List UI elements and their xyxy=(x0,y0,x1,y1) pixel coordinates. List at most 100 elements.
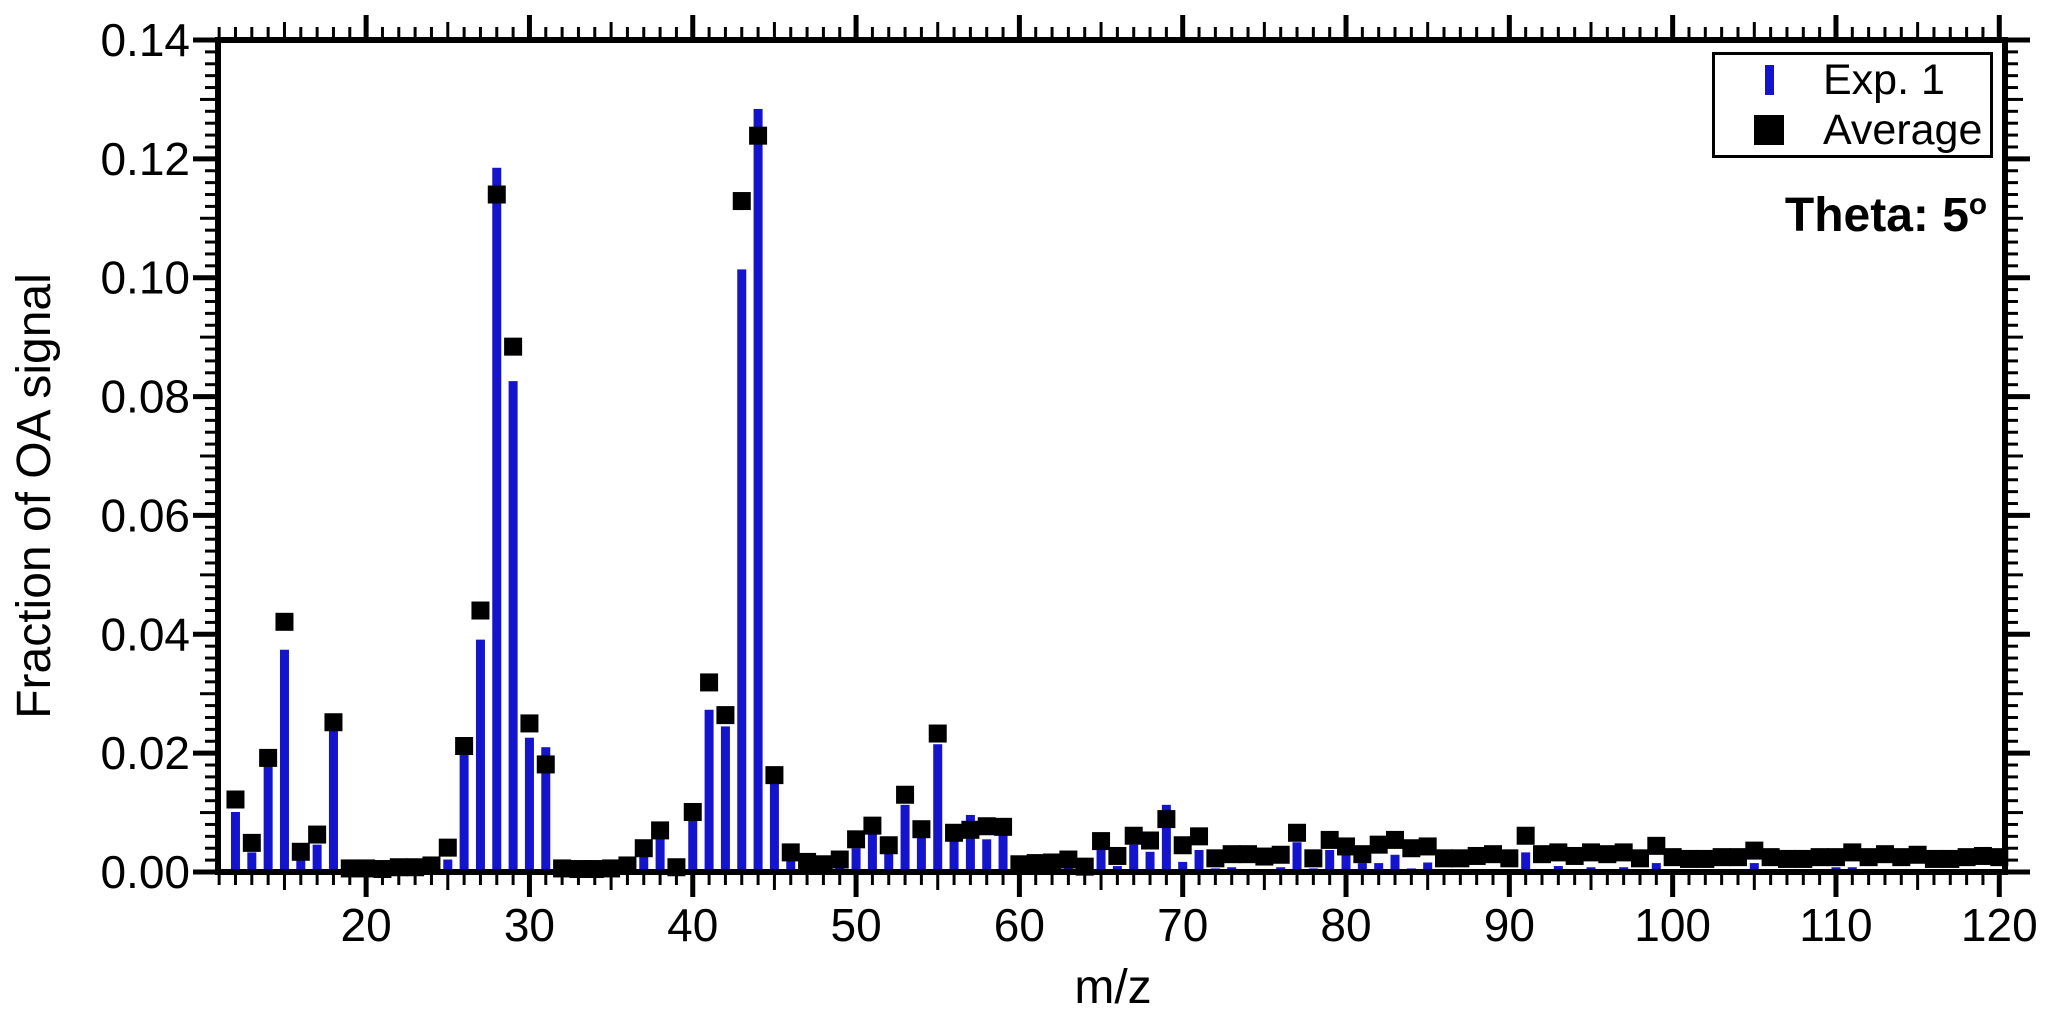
average-marker-mz-66 xyxy=(1108,846,1127,865)
average-marker-mz-110 xyxy=(1826,848,1845,867)
bar-mz-29 xyxy=(508,381,518,872)
bar-mz-27 xyxy=(475,639,485,872)
bar-mz-80 xyxy=(1341,851,1351,872)
average-marker-mz-75 xyxy=(1255,847,1274,866)
bar-mz-59 xyxy=(998,835,1008,872)
legend-marker-cell xyxy=(1715,65,1823,95)
bar-mz-70 xyxy=(1178,861,1188,872)
average-marker-mz-82 xyxy=(1369,835,1388,854)
bar-mz-83 xyxy=(1390,854,1400,872)
average-marker-mz-115 xyxy=(1908,845,1927,864)
average-marker-mz-56 xyxy=(945,823,964,842)
average-marker-mz-84 xyxy=(1402,839,1421,858)
average-marker-mz-28 xyxy=(487,185,506,204)
average-marker-mz-113 xyxy=(1875,845,1894,864)
y-tick-label: 0.10 xyxy=(100,252,190,304)
average-marker-mz-13 xyxy=(242,833,261,852)
average-marker-mz-48 xyxy=(814,855,833,874)
average-marker-mz-98 xyxy=(1630,849,1649,868)
average-marker-mz-118 xyxy=(1957,848,1976,867)
average-marker-mz-67 xyxy=(1124,826,1143,845)
average-marker-mz-44 xyxy=(749,126,768,145)
x-tick-label: 80 xyxy=(1320,899,1371,951)
average-marker-mz-95 xyxy=(1581,843,1600,862)
average-marker-mz-57 xyxy=(961,820,980,839)
y-tick-label: 0.06 xyxy=(100,489,190,541)
average-marker-mz-59 xyxy=(994,817,1013,836)
average-marker-mz-45 xyxy=(765,766,784,785)
average-marker-mz-100 xyxy=(1663,848,1682,867)
bar-mz-82 xyxy=(1374,863,1384,872)
average-marker-mz-105 xyxy=(1745,841,1764,860)
average-marker-mz-88 xyxy=(1467,846,1486,865)
bar-mz-52 xyxy=(884,851,894,872)
bar-mz-68 xyxy=(1145,851,1155,872)
average-marker-mz-30 xyxy=(520,714,539,733)
theta-annotation-text: Theta: 5 xyxy=(1784,189,1969,242)
average-marker-mz-43 xyxy=(732,192,751,211)
average-marker-mz-15 xyxy=(275,612,294,631)
theta-annotation: Theta: 5o xyxy=(1736,188,2036,243)
average-marker-mz-12 xyxy=(226,790,245,809)
bar-mz-50 xyxy=(851,848,861,872)
plot-frame xyxy=(215,37,2008,875)
average-marker-mz-102 xyxy=(1696,849,1715,868)
bar-mz-26 xyxy=(459,750,469,872)
average-marker-mz-101 xyxy=(1679,849,1698,868)
legend-marker-cell xyxy=(1715,115,1823,145)
average-marker-mz-119 xyxy=(1973,846,1992,865)
y-tick-label: 0.00 xyxy=(100,846,190,898)
average-marker-mz-107 xyxy=(1777,849,1796,868)
legend-entry-exp1: Exp. 1 xyxy=(1715,55,1990,105)
average-marker-mz-114 xyxy=(1892,848,1911,867)
average-marker-mz-90 xyxy=(1500,849,1519,868)
average-marker-mz-50 xyxy=(847,830,866,849)
bar-mz-25 xyxy=(443,859,453,872)
average-marker-mz-91 xyxy=(1516,826,1535,845)
average-marker-mz-42 xyxy=(716,706,735,725)
average-marker-mz-70 xyxy=(1173,836,1192,855)
average-marker-mz-62 xyxy=(1043,853,1062,872)
average-marker-mz-31 xyxy=(536,755,555,774)
theta-annotation-degree: o xyxy=(1968,188,1988,221)
bar-mz-91 xyxy=(1521,852,1531,872)
average-marker-mz-81 xyxy=(1353,845,1372,864)
bar-mz-37 xyxy=(639,854,649,872)
average-marker-mz-65 xyxy=(1092,832,1111,851)
average-marker-mz-94 xyxy=(1565,846,1584,865)
bar-mz-81 xyxy=(1357,863,1367,872)
legend-label-average: Average xyxy=(1823,105,1983,154)
average-marker-mz-78 xyxy=(1304,849,1323,868)
average-marker-mz-61 xyxy=(1026,854,1045,873)
average-marker-mz-27 xyxy=(471,601,490,620)
average-marker-mz-89 xyxy=(1484,845,1503,864)
average-marker-mz-26 xyxy=(455,737,474,756)
bar-mz-12 xyxy=(230,811,240,872)
average-marker-mz-46 xyxy=(781,843,800,862)
average-marker-mz-52 xyxy=(879,836,898,855)
bar-mz-14 xyxy=(263,765,273,872)
x-tick-label: 110 xyxy=(1799,899,1872,951)
bar-mz-67 xyxy=(1129,844,1139,872)
average-marker-mz-85 xyxy=(1418,837,1437,856)
average-marker-mz-38 xyxy=(651,821,670,840)
average-marker-mz-72 xyxy=(1206,849,1225,868)
x-tick-label: 60 xyxy=(994,899,1045,951)
bar-mz-53 xyxy=(900,804,910,872)
average-marker-mz-93 xyxy=(1549,843,1568,862)
average-marker-mz-79 xyxy=(1320,830,1339,849)
x-axis-label: m/z xyxy=(1074,961,1152,1014)
bar-mz-57 xyxy=(965,814,975,872)
y-tick-label: 0.04 xyxy=(100,608,190,660)
average-marker-mz-69 xyxy=(1157,810,1176,829)
average-marker-mz-14 xyxy=(259,748,278,767)
average-marker-mz-25 xyxy=(438,838,457,857)
bar-mz-71 xyxy=(1194,850,1204,872)
bar-mz-30 xyxy=(524,737,534,872)
bar-mz-38 xyxy=(655,833,665,872)
bar-mz-69 xyxy=(1161,804,1171,872)
average-marker-mz-74 xyxy=(1239,845,1258,864)
bar-mz-13 xyxy=(247,852,257,872)
bar-mz-45 xyxy=(769,779,779,872)
y-axis-label: Fraction of OA signal xyxy=(8,273,61,719)
